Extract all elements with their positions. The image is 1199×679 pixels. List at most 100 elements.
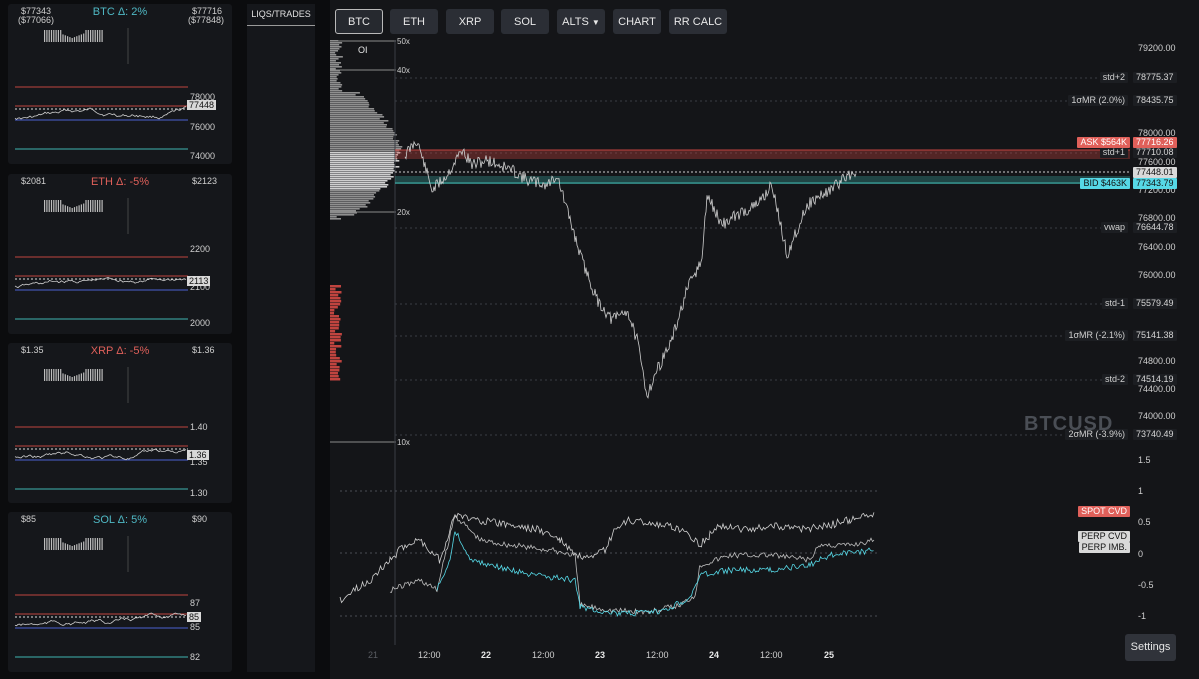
level-value: 75579.49 [1133,298,1177,309]
mini-bar [73,545,76,550]
volume-profile-bar [330,84,343,86]
volume-profile-bar [330,138,394,140]
mini-bar [90,538,92,550]
volume-profile-bar [330,80,337,82]
volume-profile-bar [330,72,342,74]
level-name: vwap [1100,222,1128,233]
volume-profile-bar [330,70,341,72]
sol-button[interactable]: SOL [501,9,549,34]
chart-button[interactable]: CHART [613,9,661,34]
current-price-tag: 77448.01 [1133,167,1177,178]
volume-profile-bar [330,182,386,184]
low-price: $85 [21,514,37,524]
volume-profile-bar [330,112,378,114]
mini-bar [60,30,62,42]
mini-bar [87,30,89,42]
mini-bar [85,30,87,42]
liq-bar [330,330,336,333]
mini-bar [62,34,64,42]
mini-bar [76,375,78,381]
volume-profile-bar [330,82,341,84]
level-name: 1σMR (-2.1%) [1065,330,1128,341]
tick-mid: 76000 [190,122,216,132]
delta-title: SOL Δ: 5% [92,514,148,526]
liq-bar [330,360,342,363]
mini-chart [14,198,188,320]
alts-dropdown[interactable]: ALTS ▼ [557,9,605,34]
mini-bar [50,369,53,381]
mini-bar [69,37,71,42]
volume-profile-bar [330,214,355,216]
eth-button[interactable]: ETH [390,9,438,34]
x-axis-label: 25 [824,650,835,660]
mini-bar [48,30,50,42]
volume-profile-bar [330,202,371,204]
asset-card[interactable]: $1.35 XRP Δ: -5% $1.36 1.40 1.35 1.30 1.… [8,343,232,503]
settings-button[interactable]: Settings [1125,634,1176,661]
price-chart[interactable] [330,0,1199,679]
mini-bar [90,369,92,381]
volume-profile-bar [330,204,366,206]
mini-bar [73,376,76,381]
volume-profile-bar [330,218,342,220]
volume-profile-bar [330,210,356,212]
level-name: std-2 [1101,374,1128,385]
volume-profile-bar [330,86,342,88]
liqs-trades-tab[interactable]: LIQS/TRADES [247,4,315,26]
asset-card[interactable]: $77343 ($77066) BTC Δ: 2% $77716 ($77848… [8,4,232,164]
mini-bar [53,200,55,212]
mini-bar [71,38,73,42]
high-price: $1.36 [192,345,215,355]
mini-bar [57,369,59,381]
low-price: $77343 [21,6,52,16]
volume-profile-bar [330,76,337,78]
volume-profile-bar [330,116,385,118]
high-price: $77716 [192,6,223,16]
volume-profile-bar [330,164,395,166]
volume-profile-bar [330,206,368,208]
volume-profile-bar [330,174,391,176]
volume-profile-bar [330,78,338,80]
volume-profile-bar [330,108,375,110]
volume-profile-bar [330,98,366,100]
level-name: 2σMR (-3.9%) [1065,429,1128,440]
volume-profile-bar [330,194,374,196]
mini-bar [85,200,87,212]
delta-title: ETH Δ: -5% [90,176,150,188]
mini-bar [57,30,59,42]
volume-profile-bar [330,180,388,182]
mini-bar [73,37,76,42]
x-axis-label: 24 [709,650,720,660]
x-axis-label: 12:00 [646,650,669,660]
mini-bar [80,34,82,42]
bid-size-tag: BID $463K [1080,178,1130,189]
liq-bar [330,357,340,360]
xrp-button[interactable]: XRP [446,9,494,34]
liq-bar [330,294,339,297]
asset-card[interactable]: $85 SOL Δ: 5% $90 87 85 82 85 [8,512,232,672]
btc-button[interactable]: BTC [335,9,383,34]
mini-chart [14,28,188,150]
mini-bar [67,375,69,381]
liq-bar [330,351,336,354]
delta-title: BTC Δ: 2% [92,6,148,18]
tick-top: 87 [190,598,201,608]
volume-profile-bar [330,50,339,52]
price-axis-tick: 79200.00 [1138,43,1176,53]
mini-bar [48,369,50,381]
volume-profile-bar [330,64,340,66]
volume-profile-bar [330,156,397,158]
alts-label: ALTS [562,16,589,28]
mini-chart [14,367,188,490]
volume-profile-bar [330,74,339,76]
x-axis-label: 22 [481,650,492,660]
mini-bar [48,538,50,550]
asset-card[interactable]: $2081 ETH Δ: -5% $2123 2200 2100 2000 21… [8,174,232,334]
mini-price-line [14,612,187,627]
liq-bar [330,378,341,381]
mini-bar [60,200,62,212]
rr-calc-button[interactable]: RR CALC [669,9,727,34]
mini-bar [50,30,53,42]
price-axis-tick: 78000.00 [1138,128,1176,138]
